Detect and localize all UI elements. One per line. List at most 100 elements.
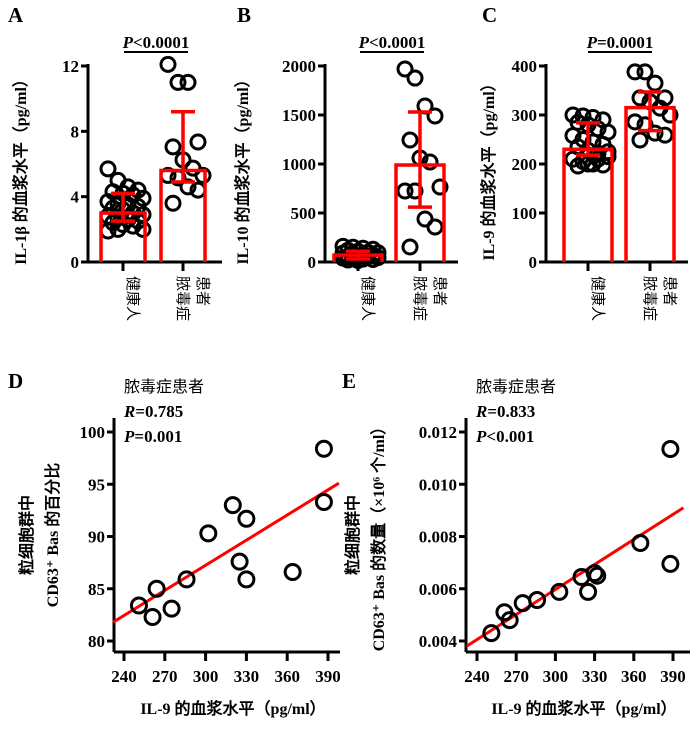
- regression-line: [112, 481, 340, 624]
- data-point: [314, 493, 333, 512]
- x-category-label: 脓毒症: [411, 276, 429, 321]
- data-point: [189, 133, 207, 151]
- data-point: [164, 138, 182, 156]
- x-tick-label: 330: [582, 667, 608, 686]
- x-axis-label: IL-9 的血浆水平（pg/ml）: [140, 699, 325, 718]
- data-point: [124, 217, 142, 235]
- y-tick-label: 1000: [282, 155, 316, 174]
- series-sepsis: [159, 55, 212, 262]
- data-point: [513, 594, 532, 613]
- panel-b: B IL-10 的血浆水平（pg/ml） 0 500 1000 1500 2000 健康人 脓毒…: [233, 3, 458, 321]
- data-point: [631, 131, 649, 149]
- data-point: [177, 570, 196, 589]
- data-point: [159, 55, 177, 73]
- series-healthy: [332, 237, 387, 270]
- y-tick-label: 1500: [282, 106, 316, 125]
- x-category-label: 健康人: [124, 276, 142, 321]
- x-category-label: 脓毒症: [641, 276, 659, 321]
- x-category-label: 健康人: [589, 276, 607, 321]
- data-point: [569, 157, 587, 175]
- y-tick-label: 85: [88, 580, 105, 599]
- data-point: [179, 178, 197, 196]
- y-axis-label-line1: 粒细胞群中: [343, 495, 362, 575]
- x-tick-label: 240: [464, 667, 490, 686]
- x-tick-label: 300: [543, 667, 569, 686]
- data-point: [129, 596, 148, 615]
- y-tick-label: 12: [62, 57, 79, 76]
- data-point: [656, 126, 674, 144]
- panel-label: E: [342, 369, 356, 393]
- y-tick-label: 200: [512, 155, 538, 174]
- series-sepsis: [394, 60, 449, 262]
- data-point: [416, 210, 434, 228]
- data-point: [396, 60, 414, 78]
- data-point: [99, 160, 117, 178]
- x-tick-label: 300: [193, 667, 219, 686]
- data-point: [631, 534, 650, 553]
- x-tick-label: 390: [315, 667, 341, 686]
- y-tick-label: 0.006: [419, 580, 457, 599]
- data-point: [283, 563, 302, 582]
- y-tick-label: 0: [308, 253, 317, 272]
- panel-label: C: [482, 3, 497, 27]
- x-category-label: 患者: [194, 276, 212, 306]
- significance-label: P=0.0001: [586, 33, 654, 52]
- series-healthy: [562, 106, 617, 262]
- data-point: [426, 107, 444, 125]
- data-point: [396, 182, 414, 200]
- data-point: [179, 73, 197, 91]
- y-tick-label: 0: [71, 253, 80, 272]
- data-point: [421, 153, 439, 171]
- data-point: [599, 143, 617, 161]
- panel-title: 脓毒症患者: [124, 377, 204, 396]
- data-point: [147, 579, 166, 598]
- y-tick-label: 100: [512, 204, 538, 223]
- data-point: [528, 590, 547, 609]
- data-point: [401, 238, 419, 256]
- p-value: P=0.001: [123, 427, 182, 446]
- series-sepsis: [624, 63, 679, 262]
- y-tick-label: 8: [71, 122, 80, 141]
- y-tick-label: 90: [88, 528, 105, 547]
- data-point: [636, 63, 654, 81]
- r-value: R=0.833: [475, 402, 535, 421]
- data-point: [661, 554, 680, 573]
- data-point: [169, 73, 187, 91]
- data-point: [588, 566, 607, 585]
- data-point: [426, 218, 444, 236]
- y-axis-label-line1: 粒细胞群中: [17, 495, 36, 575]
- p-value: P<0.001: [475, 427, 534, 446]
- data-point: [223, 496, 242, 515]
- x-category-label: 患者: [431, 276, 449, 306]
- data-point: [314, 439, 333, 458]
- x-tick-label: 240: [111, 667, 137, 686]
- y-tick-label: 0.004: [419, 632, 458, 651]
- x-tick-label: 330: [234, 667, 260, 686]
- data-point: [585, 564, 604, 583]
- data-point: [237, 570, 256, 589]
- y-tick-label: 95: [88, 475, 105, 494]
- data-point: [482, 624, 501, 643]
- data-point: [143, 607, 162, 626]
- r-value: R=0.785: [123, 402, 183, 421]
- x-tick-label: 390: [660, 667, 686, 686]
- data-point: [230, 552, 249, 571]
- x-category-label: 脓毒症: [174, 276, 192, 321]
- data-point: [550, 582, 569, 601]
- y-tick-label: 400: [512, 57, 538, 76]
- panel-e: E 0.004 0.006 0.008 0.010 0.012 240 270 300 330 36…: [342, 369, 690, 718]
- panel-label: A: [8, 3, 24, 27]
- y-axis-label-line2: CD63⁺ Bas 的百分比: [43, 463, 62, 607]
- data-point: [626, 63, 644, 81]
- data-point: [626, 113, 644, 131]
- x-tick-label: 360: [621, 667, 647, 686]
- x-category-label: 健康人: [359, 276, 377, 321]
- data-point: [134, 220, 152, 238]
- significance-label: P<0.0001: [122, 33, 190, 52]
- x-tick-label: 270: [152, 667, 178, 686]
- y-tick-label: 0.010: [419, 475, 457, 494]
- y-tick-label: 100: [80, 423, 106, 442]
- data-point: [406, 182, 424, 200]
- data-point: [199, 524, 218, 543]
